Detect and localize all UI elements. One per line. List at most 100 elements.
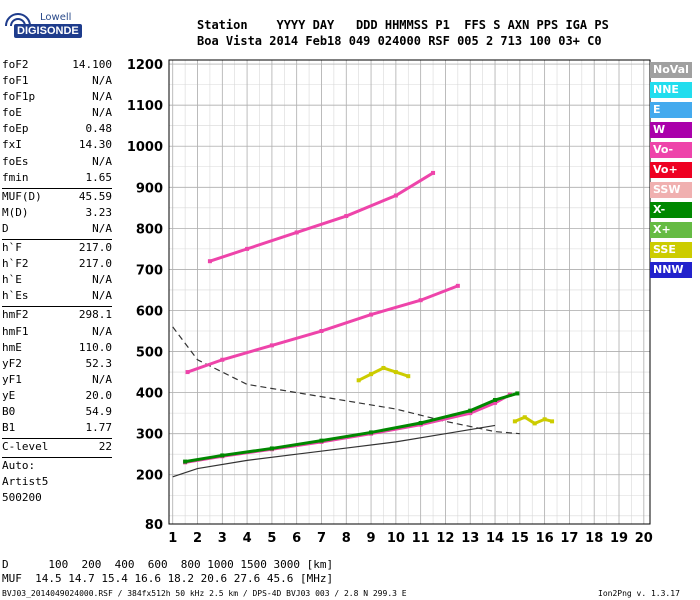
trace-point: [550, 419, 555, 424]
trace-point: [522, 415, 527, 420]
param-value: 3.23: [85, 205, 113, 219]
parameter-panel: foF2 14.100 foF1 N/A foF1p N/A foE N/A foEp 0.48 f…: [2, 58, 112, 508]
param-row: fxI 14.30: [2, 138, 112, 154]
param-value: 217.0: [78, 257, 112, 271]
trace-point: [393, 193, 398, 198]
param-value: 54.9: [85, 404, 113, 418]
param-separator: [2, 239, 112, 241]
trace-point: [393, 370, 398, 375]
x-tick-label: 9: [367, 531, 376, 546]
param-row: foF2 14.100: [2, 58, 112, 74]
x-tick-label: 14: [486, 531, 504, 546]
param-name: 500200: [2, 491, 42, 505]
trace-point: [319, 438, 324, 443]
trace-point: [381, 365, 386, 370]
y-tick-label: 1000: [127, 140, 163, 155]
x-tick-label: 11: [412, 531, 430, 546]
trace-point: [245, 246, 250, 251]
param-name: foF1: [2, 74, 29, 88]
param-separator: [2, 187, 112, 189]
trace-point: [356, 378, 361, 383]
param-name: Artist5: [2, 475, 49, 489]
trace-point: [220, 357, 225, 362]
param-row: MUF(D) 45.59: [2, 190, 112, 206]
trace-point: [369, 430, 374, 435]
param-name: h`E: [2, 273, 22, 287]
trace-point: [468, 411, 473, 416]
muf-row: MUF 14.5 14.7 15.4 16.6 18.2 20.6 27.6 4…: [2, 572, 334, 585]
param-name: h`Es: [2, 289, 29, 303]
x-tick-label: 15: [511, 531, 529, 546]
param-value: N/A: [92, 106, 112, 120]
trace-point: [532, 421, 537, 426]
y-tick-label: 800: [136, 222, 163, 237]
param-row: fmin 1.65: [2, 171, 112, 187]
x-tick-label: 4: [243, 531, 252, 546]
y-tick-label: 1200: [127, 58, 163, 73]
param-row: foF1p N/A: [2, 90, 112, 106]
param-name: foF2: [2, 58, 29, 71]
trace-point: [406, 374, 411, 379]
legend-item: X-: [650, 202, 692, 218]
x-tick-label: 1: [168, 531, 177, 546]
param-row: yE 20.0: [2, 389, 112, 405]
param-value: N/A: [92, 289, 112, 303]
param-name: yF2: [2, 356, 22, 370]
logo-product: DIGISONDE: [14, 24, 82, 38]
param-row: D N/A: [2, 222, 112, 238]
param-row: B1 1.77: [2, 421, 112, 437]
param-value: 45.59: [78, 189, 112, 203]
param-value: N/A: [92, 372, 112, 386]
param-separator: [2, 457, 112, 459]
param-name: B0: [2, 404, 16, 418]
x-tick-label: 20: [635, 531, 653, 546]
legend-item: NNW: [650, 262, 692, 278]
legend-item: NNE: [650, 82, 692, 98]
model-curve: [172, 424, 496, 478]
trace-point: [220, 453, 225, 458]
y-tick-label: 900: [136, 181, 163, 196]
param-name: foE: [2, 106, 22, 120]
trace-point: [207, 259, 212, 264]
y-tick-label: 400: [136, 387, 163, 402]
trace-point: [344, 214, 349, 219]
plot-frame: [168, 59, 651, 525]
distance-row: D 100 200 400 600 800 1000 1500 3000 [km…: [2, 558, 334, 571]
param-name: foEs: [2, 154, 29, 168]
param-row: Auto:: [2, 459, 112, 475]
trace-point: [468, 408, 473, 413]
param-value: 20.0: [85, 388, 113, 402]
param-value: 217.0: [78, 241, 112, 255]
legend-item: SSE: [650, 242, 692, 258]
param-name: MUF(D): [2, 189, 42, 203]
trace-point: [542, 417, 547, 422]
header-line-2: Boa Vista 2014 Feb18 049 024000 RSF 005 …: [197, 34, 602, 48]
param-value: 14.100: [72, 58, 112, 71]
param-name: fxI: [2, 138, 22, 152]
trace-point: [369, 372, 374, 377]
param-value: N/A: [92, 90, 112, 104]
param-name: C-level: [2, 440, 49, 454]
param-row: Artist5: [2, 475, 112, 491]
x-tick-label: 13: [461, 531, 479, 546]
param-row: yF2 52.3: [2, 357, 112, 373]
legend-item: SSW: [650, 182, 692, 198]
x-tick-label: 19: [610, 531, 628, 546]
param-name: fmin: [2, 170, 29, 184]
param-row: C-level 22: [2, 440, 112, 456]
legend-item: Vo-: [650, 142, 692, 158]
param-name: hmF1: [2, 324, 29, 338]
x-tick-label: 7: [317, 531, 326, 546]
x-tick-label: 17: [560, 531, 578, 546]
y-tick-label: 700: [136, 263, 163, 278]
trace-point: [493, 400, 498, 405]
param-value: 298.1: [78, 308, 112, 322]
param-separator: [2, 438, 112, 440]
trace-point: [512, 419, 517, 424]
param-value: 1.65: [85, 170, 113, 184]
trace-line: [186, 284, 460, 374]
param-value: 22: [98, 440, 112, 454]
param-value: N/A: [92, 221, 112, 235]
legend-item: E: [650, 102, 692, 118]
